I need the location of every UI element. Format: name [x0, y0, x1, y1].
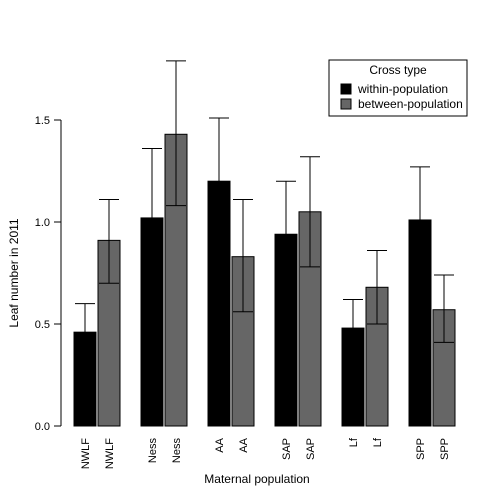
x-tick-label: Lf — [348, 437, 360, 447]
legend-swatch-within — [340, 83, 352, 95]
x-axis-title: Maternal population — [204, 472, 309, 486]
x-tick-label: AA — [214, 437, 226, 452]
legend-label-within: within-population — [357, 82, 448, 96]
x-tick-label: NWLF — [104, 438, 116, 469]
x-tick-labels: NWLF NWLF Ness Ness AA AA SAP SAP Lf Lf SPP SPP — [80, 437, 451, 469]
x-tick-label: SPP — [439, 438, 451, 460]
y-tick-label: 0.0 — [35, 421, 50, 433]
chart-axes: 0.0 0.5 1.0 1.5 — [35, 115, 62, 433]
y-tick-label: 1.0 — [35, 217, 50, 229]
x-tick-label: SAP — [281, 438, 293, 460]
x-tick-label: Ness — [171, 438, 183, 464]
x-tick-label: AA — [238, 437, 250, 452]
y-tick-label: 0.5 — [35, 319, 50, 331]
x-tick-label: SAP — [305, 438, 317, 460]
chart-error-bars — [75, 60, 454, 360]
y-axis-title: Leaf number in 2011 — [7, 218, 21, 328]
x-tick-label: NWLF — [80, 438, 92, 469]
legend-box — [328, 59, 468, 117]
y-tick-label: 1.5 — [35, 115, 50, 127]
x-tick-label: Ness — [147, 438, 159, 464]
legend-title: Cross type — [369, 63, 427, 77]
legend: Cross type within-population between-pop… — [328, 59, 468, 117]
legend-swatch-between — [340, 98, 352, 110]
x-tick-label: Lf — [372, 437, 384, 447]
chart-bars — [73, 133, 456, 427]
x-tick-label: SPP — [415, 438, 427, 460]
legend-label-between: between-population — [358, 97, 463, 111]
